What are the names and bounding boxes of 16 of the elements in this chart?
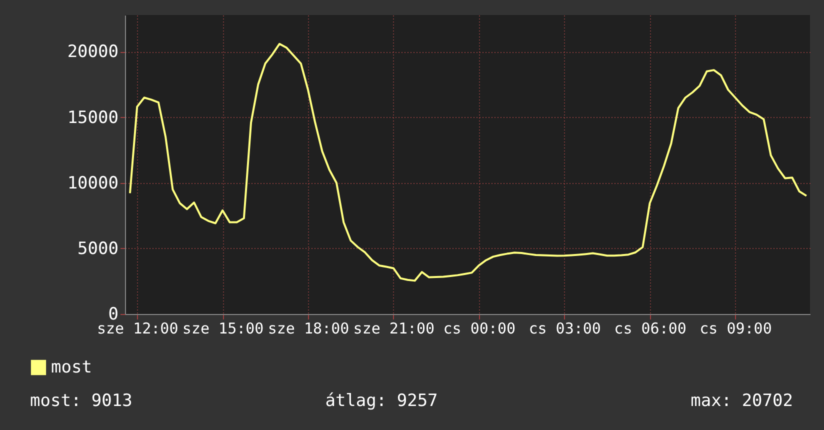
- legend-label: most: [51, 358, 92, 378]
- text: max: 20702: [690, 391, 793, 411]
- y-tick-label: 10000: [67, 173, 118, 194]
- y-tick-label: 20000: [67, 42, 118, 62]
- text: most: 9013: [30, 391, 132, 411]
- y-tick-label: 5000: [78, 238, 118, 259]
- text: átlag: 9257: [325, 391, 438, 411]
- x-tick-label: cs 00:00: [443, 320, 516, 338]
- x-tick-label: sze 21:00: [353, 320, 435, 338]
- y-tick-label: 15000: [67, 108, 118, 128]
- x-tick-label: sze 18:00: [268, 320, 350, 338]
- x-tick-label: sze 15:00: [182, 320, 264, 338]
- x-tick-label: cs 09:00: [700, 320, 772, 338]
- x-tick-label: cs 03:00: [528, 320, 601, 338]
- line-series: [128, 42, 808, 282]
- x-tick-label: cs 06:00: [614, 320, 686, 338]
